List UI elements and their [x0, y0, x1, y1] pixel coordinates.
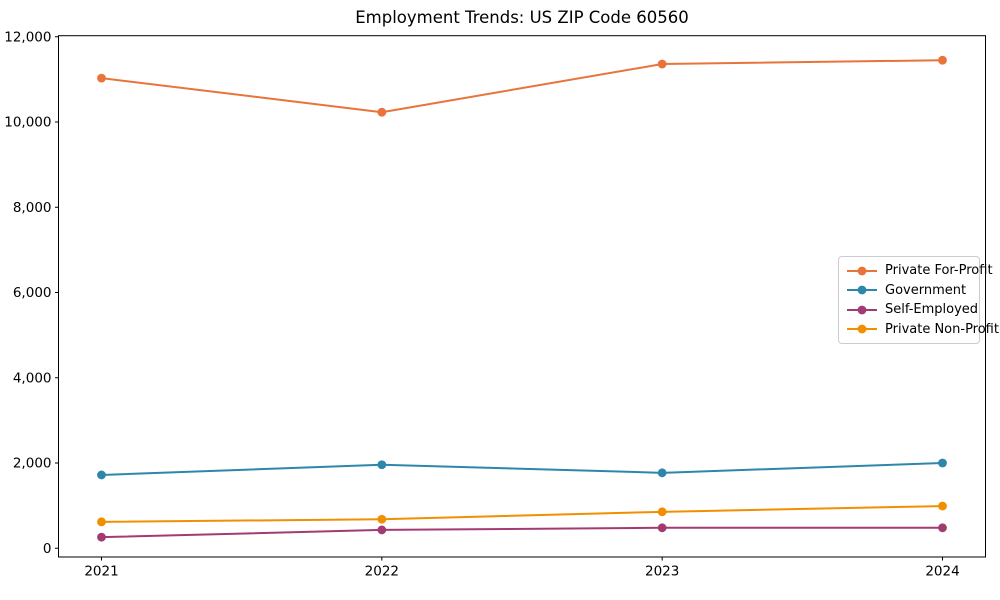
y-tick-label: 6,000: [13, 285, 52, 301]
data-point: [938, 501, 947, 511]
data-point: [377, 525, 387, 535]
data-point: [938, 458, 947, 468]
series-line: [100, 505, 944, 523]
chart-title: Employment Trends: US ZIP Code 60560: [355, 8, 689, 27]
legend: Private For-Profit Government Self-Emplo…: [838, 256, 999, 344]
x-tick-label: 2022: [365, 564, 399, 580]
legend-label: Government: [885, 282, 967, 298]
legend-label: Private Non-Profit: [885, 321, 999, 337]
y-tick-label: 4,000: [13, 370, 52, 386]
series-line: [100, 59, 944, 114]
x-tick-label: 2021: [84, 564, 118, 580]
legend-item-private-for-profit: Private For-Profit: [847, 261, 993, 281]
series-line: [100, 462, 944, 476]
y-tick-label: 0: [43, 541, 52, 557]
legend-label: Self-Employed: [885, 302, 979, 317]
data-point: [377, 107, 387, 117]
data-point: [97, 532, 106, 542]
legend-line-marker-icon: [847, 305, 877, 315]
x-tick-label: 2024: [925, 564, 959, 580]
y-tick-label: 8,000: [13, 200, 52, 216]
data-point: [657, 523, 667, 533]
legend-label: Private For-Profit: [885, 263, 993, 278]
data-point: [657, 59, 667, 69]
y-tick-label: 2,000: [13, 456, 52, 472]
legend-line-marker-icon: [847, 285, 877, 295]
data-point: [97, 517, 106, 527]
data-point: [938, 55, 947, 65]
legend-item-self-employed: Self-Employed: [847, 300, 978, 320]
axes-frame: [58, 35, 986, 558]
y-tick-label: 12,000: [4, 29, 51, 45]
legend-line-marker-icon: [847, 266, 877, 276]
x-tick-label: 2023: [645, 564, 679, 580]
data-point: [97, 470, 106, 480]
data-point: [377, 460, 387, 470]
legend-item-government: Government: [847, 281, 971, 301]
data-point: [377, 514, 387, 524]
legend-item-private-non-profit: Private Non-Profit: [847, 320, 999, 340]
legend-line-marker-icon: [847, 324, 877, 334]
y-tick-label: 10,000: [4, 115, 51, 131]
data-point: [97, 73, 106, 83]
series-line: [100, 526, 944, 539]
data-point: [938, 523, 947, 533]
data-point: [657, 468, 667, 478]
data-point: [657, 507, 667, 517]
